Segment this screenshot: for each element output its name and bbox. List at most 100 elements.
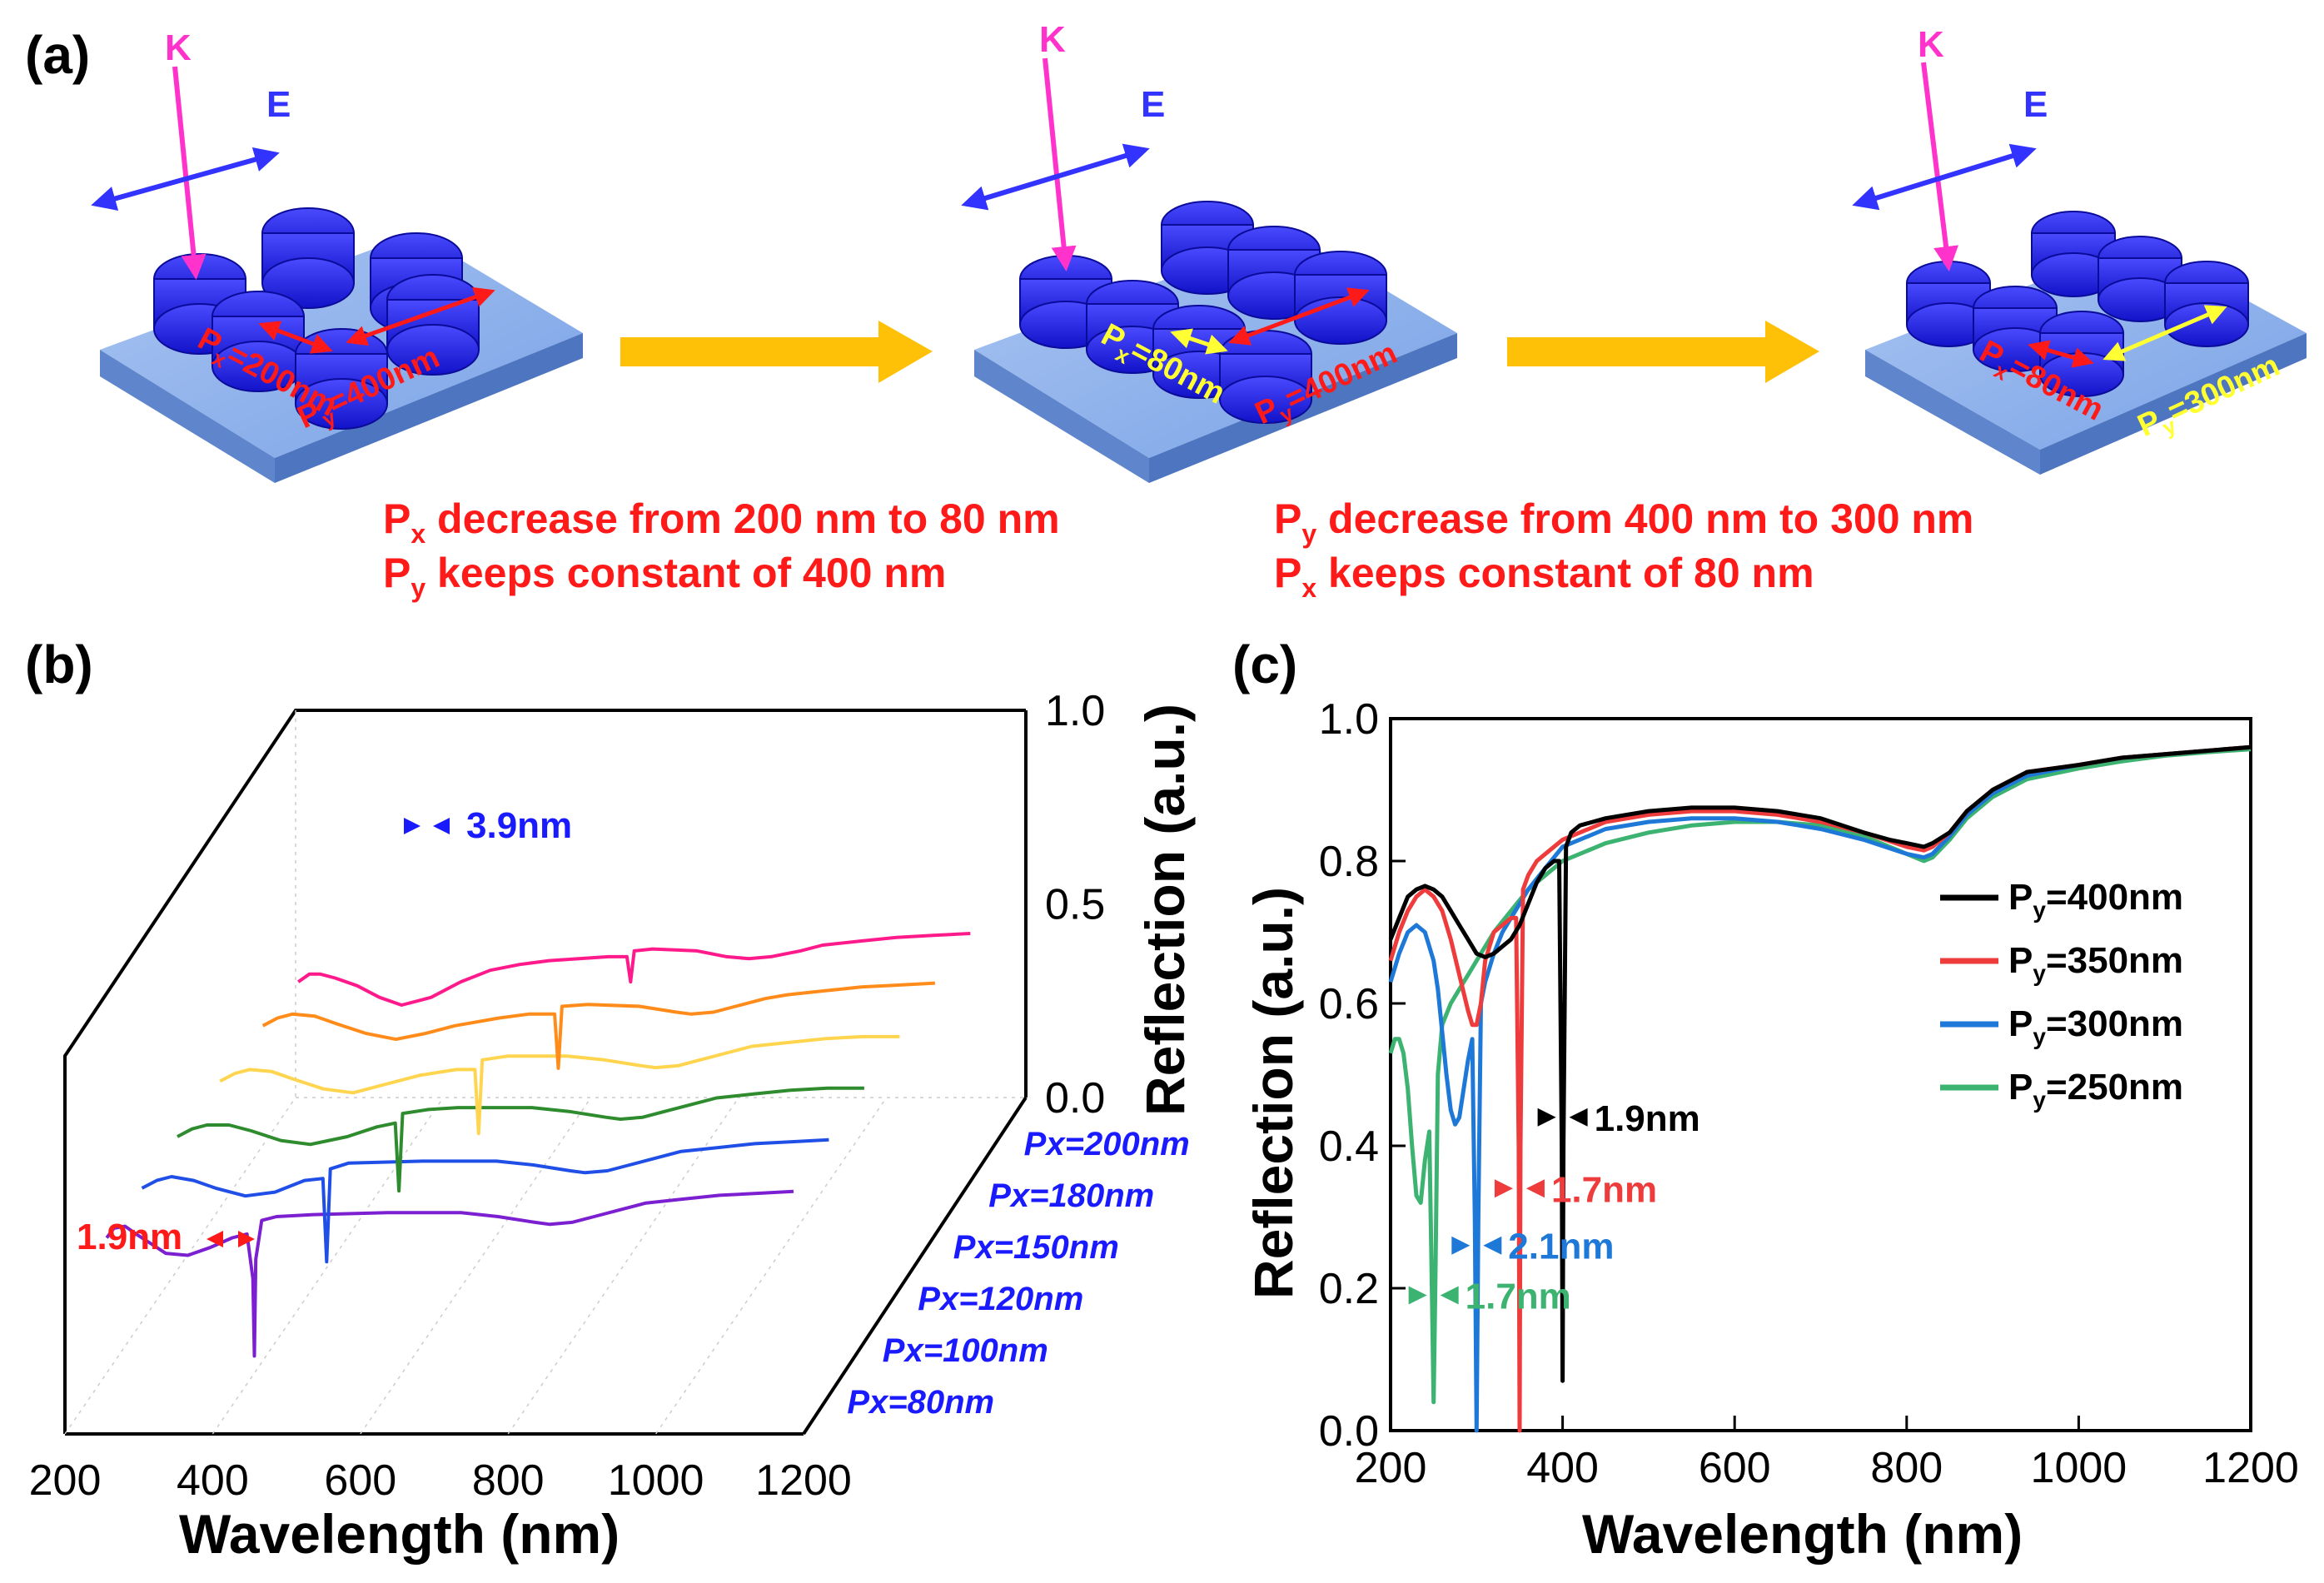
b-ann-1-text: 1.9nm	[77, 1217, 182, 1257]
b-ann-2-arrow-right	[433, 818, 450, 834]
c-x-tick-label: 400	[1526, 1444, 1599, 1492]
depth-labels: Px=80nm Px=100nm Px=120nm Px=150nm Px=180nm P…	[847, 1126, 1189, 1421]
transition-arrow-1	[620, 321, 933, 383]
c-ann-arrow-right	[1483, 1236, 1502, 1255]
3d-frame	[63, 709, 1028, 1436]
c-x-tick-label: 600	[1699, 1444, 1771, 1492]
panel-c-label: (c)	[1232, 635, 1297, 694]
c-ann-arrow-right	[1525, 1179, 1545, 1198]
substrate-side-right	[275, 333, 583, 483]
series-group	[105, 932, 971, 1358]
plot-frame	[1389, 717, 2252, 1432]
c-ann-text: 2.1nm	[1508, 1227, 1614, 1267]
substrate-side-left	[1865, 350, 2040, 475]
b-series-line-Px=200nm	[297, 932, 971, 1007]
panel-a-label: (a)	[25, 25, 90, 85]
x-tick-labels: 200 400 600 800 1000 1200	[29, 1456, 852, 1505]
note-1-line-1: Px decrease from 200 nm to 80 nm	[383, 495, 1060, 549]
py-arrow	[2103, 305, 2227, 361]
k-vector-1	[172, 66, 207, 280]
b-x-tick-label: 1200	[755, 1456, 852, 1505]
b-ann-2-text: 3.9nm	[466, 805, 572, 846]
e-vector-2	[961, 143, 1150, 211]
c-ann-text: 1.7nm	[1551, 1169, 1657, 1210]
b-depth-label: Px=80nm	[847, 1384, 994, 1421]
c-x-tick-label: 800	[1870, 1444, 1943, 1492]
k-label-2: K	[1039, 19, 1066, 60]
c-legend-label: Py=250nm	[2008, 1067, 2183, 1113]
c-ann-arrow-right	[1569, 1108, 1588, 1127]
c-y-tick-label: 0.8	[1319, 838, 1379, 886]
b-depth-label: Px=120nm	[918, 1281, 1083, 1317]
b-z-axis-title: Reflection (a.u.)	[1134, 704, 1196, 1116]
b-x-axis-title: Wavelength (nm)	[179, 1503, 620, 1565]
panel-c: (c) 200 400 600 800 1000 1200 0.0 0.2 0.4 0.6 0.8 1…	[1232, 635, 2299, 1565]
e-label-1: E	[266, 84, 291, 125]
nanostructure-3: Px=80nm Py=300nm	[1865, 211, 2307, 475]
c-x-tick-label: 200	[1355, 1444, 1427, 1492]
substrate-side-left	[974, 350, 1149, 483]
panel-b-label: (b)	[25, 635, 93, 694]
panel-b: (b) 200 400 600 800 1000 1200 0.0 0.5 1.0 Px=80…	[25, 635, 1196, 1565]
c-x-axis-title: Wavelength (nm)	[1582, 1503, 2023, 1565]
b-z-tick-label: 0.5	[1045, 881, 1105, 929]
c-ann-arrow-left	[1537, 1108, 1556, 1127]
e-label-2: E	[1141, 84, 1165, 125]
b-depth-label: Px=150nm	[953, 1229, 1119, 1266]
back-grid	[64, 710, 1026, 1435]
k-vector-3	[1921, 62, 1958, 271]
px-arrow	[258, 321, 333, 354]
nanostructure-2: Px=80nm Py=400nm	[974, 201, 1457, 483]
b-depth-label: Px=200nm	[1024, 1126, 1190, 1162]
c-legend-label: Py=300nm	[2008, 1003, 2183, 1049]
e-vector-1	[91, 147, 280, 211]
b-annotation-2: 3.9nm	[404, 805, 572, 846]
c-y-tick-label: 1.0	[1319, 695, 1379, 744]
c-ann-text: 1.7nm	[1466, 1277, 1571, 1317]
b-series-line-Px=180nm	[261, 981, 936, 1070]
note-1-line-2: Py keeps constant of 400 nm	[383, 550, 946, 603]
b-depth-label: Px=180nm	[988, 1177, 1154, 1214]
c-y-tick-label: 0.4	[1319, 1123, 1379, 1171]
b-x-tick-label: 400	[177, 1456, 249, 1505]
transition-arrow-2	[1507, 321, 1819, 383]
floor-grid-line	[360, 1097, 592, 1435]
k-label-1: K	[165, 27, 192, 68]
c-x-tick-label: 1200	[2202, 1444, 2299, 1492]
k-label-3: K	[1918, 24, 1944, 65]
c-legend-label: Py=350nm	[2008, 940, 2183, 986]
px-arrow	[1170, 328, 1228, 355]
px-arrow	[2028, 340, 2094, 368]
c-y-tick-label: 0.0	[1319, 1407, 1379, 1456]
b-ann-1-arrow-right	[238, 1231, 255, 1247]
b-annotation-1: 1.9nm	[77, 1217, 255, 1257]
note-2-line-1: Py decrease from 400 nm to 300 nm	[1274, 495, 1973, 549]
py-arrow	[1228, 287, 1370, 346]
c-y-tick-label: 0.6	[1319, 980, 1379, 1028]
b-x-tick-label: 600	[324, 1456, 396, 1505]
c-series-group	[1388, 744, 2252, 1433]
e-label-3: E	[2023, 84, 2048, 125]
z-tick-labels: 0.0 0.5 1.0	[1045, 687, 1105, 1123]
substrate-side-left	[100, 350, 275, 483]
floor-grid-line	[507, 1097, 739, 1435]
b-ann-1-arrow-left	[207, 1231, 223, 1247]
note-2-line-2: Px keeps constant of 80 nm	[1274, 550, 1814, 603]
c-ann-arrow-right	[1440, 1286, 1459, 1305]
b-z-tick-label: 0.0	[1045, 1074, 1105, 1123]
c-annotations: 1.9nm 1.7nm 2.1nm 1.7nm	[1408, 1098, 1700, 1317]
py-arrow	[346, 286, 495, 346]
c-legend: Py=400nm Py=350nm Py=300nm Py=250nm	[1940, 877, 2183, 1113]
c-legend-label: Py=400nm	[2008, 877, 2183, 923]
floor-grid-line	[211, 1097, 445, 1435]
c-ann-text: 1.9nm	[1595, 1098, 1700, 1139]
b-series-line-Px=80nm	[105, 1189, 794, 1358]
b-x-tick-label: 800	[472, 1456, 545, 1505]
b-ann-2-arrow-left	[404, 818, 421, 834]
panel-a: (a) Px=200nm Py=400nm K E	[25, 19, 2307, 603]
c-ticks: 200 400 600 800 1000 1200 0.0 0.2 0.4 0.6 0.8 1.0	[1319, 695, 2299, 1492]
c-ann-arrow-left	[1451, 1236, 1471, 1255]
c-ann-arrow-left	[1408, 1286, 1427, 1305]
substrate-side-right	[2040, 333, 2307, 475]
